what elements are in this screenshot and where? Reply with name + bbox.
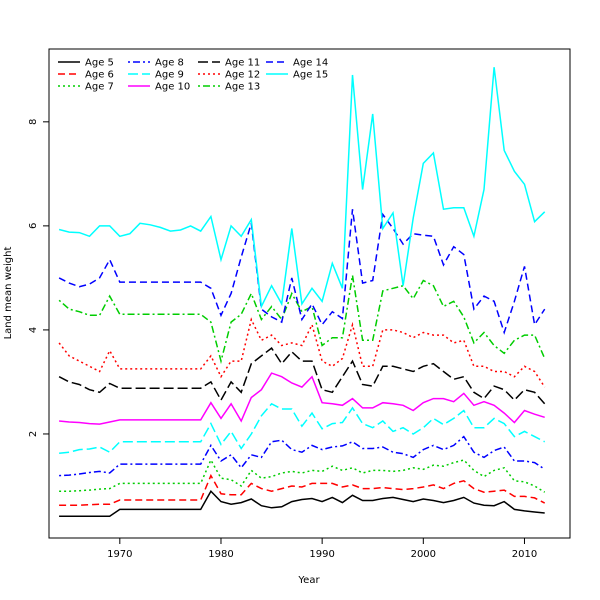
- series-line-age-5: [59, 489, 545, 517]
- x-tick-label: 1970: [107, 549, 132, 560]
- y-axis-label: Land mean weight: [3, 247, 14, 340]
- legend-label: Age 7: [85, 82, 114, 93]
- series-line-age-8: [59, 435, 546, 477]
- series-line-age-14: [58, 209, 546, 335]
- series-line-age-9: [59, 402, 546, 454]
- series-line-age-15: [58, 67, 546, 310]
- x-tick-label: 2010: [512, 549, 537, 560]
- series-layer: [58, 67, 546, 517]
- x-axis-label: Year: [297, 575, 320, 586]
- y-tick-label: 2: [28, 431, 39, 437]
- y-tick-label: 8: [28, 119, 39, 125]
- legend-label: Age 14: [293, 58, 328, 69]
- series-line-age-6: [59, 473, 546, 506]
- legend-label: Age 9: [155, 70, 184, 81]
- y-tick-label: 4: [28, 327, 39, 333]
- x-tick-label: 2000: [411, 549, 436, 560]
- x-axis: 1970 1980 1990 2000 2010: [107, 538, 537, 560]
- series-line-age-12: [58, 317, 546, 388]
- y-tick-label: 6: [28, 223, 39, 229]
- legend-label: Age 13: [225, 82, 260, 93]
- legend-label: Age 8: [155, 58, 184, 69]
- legend-label: Age 6: [85, 70, 114, 81]
- plot-frame: [48, 48, 571, 539]
- legend-label: Age 11: [225, 58, 260, 69]
- series-line-age-11: [58, 347, 546, 405]
- legend-label: Age 15: [293, 70, 328, 81]
- series-line-age-10: [59, 372, 545, 425]
- y-axis: 2 4 6 8: [28, 119, 49, 437]
- legend-label: Age 5: [85, 58, 114, 69]
- x-tick-label: 1990: [309, 549, 334, 560]
- legend-label: Age 10: [155, 82, 190, 93]
- x-tick-label: 1980: [208, 549, 233, 560]
- legend-label: Age 12: [225, 70, 260, 81]
